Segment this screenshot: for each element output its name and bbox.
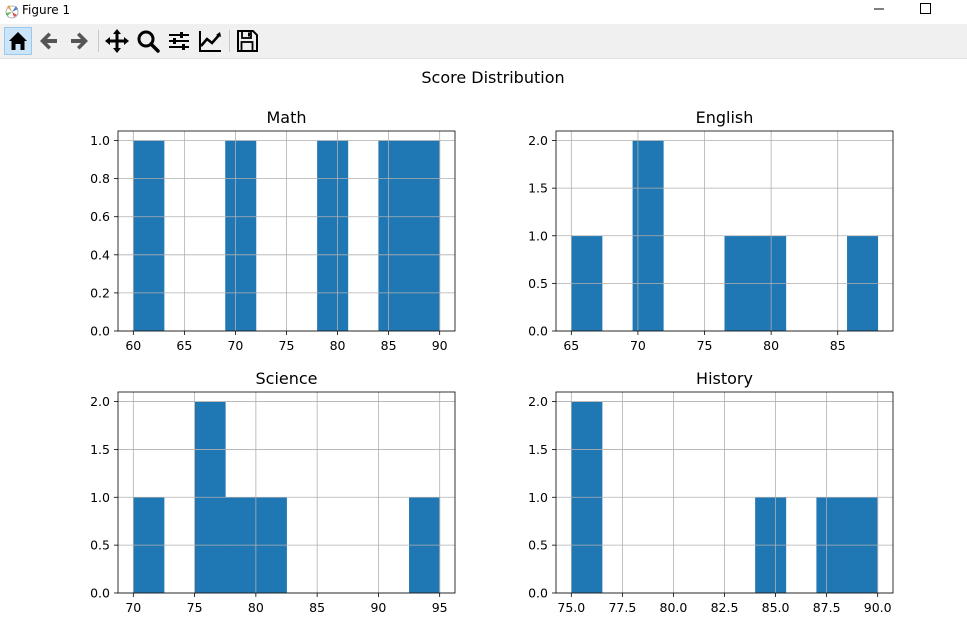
minimize-icon	[874, 8, 884, 10]
history-histogram: 75.0 77.5 80.0 82.5 85.0 87.5 90.0 0.0 0.5 1.0 1.5…	[528, 369, 894, 615]
history-x-tick-label: 80.0	[660, 600, 688, 615]
toolbar-separator	[98, 30, 99, 52]
math-x-tick-label: 75	[279, 338, 295, 353]
math-x-tick-label: 80	[330, 338, 346, 353]
back-button[interactable]	[35, 27, 63, 55]
science-axes-frame	[117, 391, 456, 594]
history-x-tick-label: 77.5	[608, 600, 636, 615]
english-x-tick-label: 80	[763, 338, 779, 353]
history-x-tick-label: 85.0	[762, 600, 790, 615]
history-y-tick-label: 1.0	[528, 490, 548, 505]
english-x-tick-label: 70	[630, 338, 646, 353]
science-histogram: 70 75 80 85 90 95 0.0 0.5 1.0 1.5 2.0 Science	[90, 369, 456, 615]
pan-button[interactable]	[103, 27, 131, 55]
math-bar-8	[378, 140, 410, 331]
home-icon	[9, 32, 27, 50]
science-panel-title: Science	[255, 369, 317, 388]
english-histogram: 65 70 75 80 85 0.0 0.5 1.0 1.5 2.0 English	[528, 108, 894, 353]
english-axes-frame	[555, 130, 894, 332]
math-x-tick-label: 65	[176, 338, 192, 353]
matplotlib-icon	[5, 5, 19, 19]
math-x-tick-label: 90	[432, 338, 448, 353]
back-arrow-icon	[40, 32, 57, 50]
subplots-icon	[169, 32, 189, 50]
science-y-tick-label: 1.0	[90, 490, 110, 505]
math-x-tick-label: 85	[381, 338, 397, 353]
minimize-button[interactable]	[856, 0, 902, 24]
english-panel-title: English	[696, 108, 754, 127]
english-y-tick-label: 2.0	[528, 133, 548, 148]
home-button[interactable]	[4, 27, 32, 55]
math-bar-0	[133, 140, 165, 331]
zoom-button[interactable]	[134, 27, 162, 55]
english-x-tick-label: 85	[830, 338, 846, 353]
math-x-tick-label: 60	[125, 338, 141, 353]
math-y-tick-label: 0.4	[90, 247, 110, 262]
maximize-icon	[920, 3, 931, 14]
math-x-tick-label: 70	[227, 338, 243, 353]
history-panel-title: History	[696, 369, 753, 388]
math-panel-title: Math	[266, 108, 306, 127]
math-y-tick-label: 0.2	[90, 285, 110, 300]
customize-icon	[199, 31, 221, 52]
customize-button[interactable]	[196, 27, 224, 55]
science-y-tick-label: 2.0	[90, 394, 110, 409]
history-y-tick-label: 2.0	[528, 394, 548, 409]
figure-title: Score Distribution	[421, 68, 564, 87]
history-y-tick-label: 0.0	[528, 586, 548, 601]
history-x-tick-label: 82.5	[711, 600, 739, 615]
forward-arrow-icon	[71, 32, 88, 50]
english-y-tick-label: 0.0	[528, 324, 548, 339]
science-x-tick-label: 85	[309, 600, 325, 615]
math-y-tick-label: 0.8	[90, 171, 110, 186]
history-y-tick-label: 0.5	[528, 538, 548, 553]
math-bar-9	[409, 140, 441, 331]
history-x-tick-label: 87.5	[813, 600, 841, 615]
math-y-tick-label: 0.0	[90, 324, 110, 339]
science-y-tick-label: 0.5	[90, 538, 110, 553]
history-x-tick-label: 90.0	[864, 600, 892, 615]
science-y-tick-label: 1.5	[90, 442, 110, 457]
science-x-tick-label: 95	[432, 600, 448, 615]
save-icon	[237, 30, 258, 52]
pan-icon	[105, 29, 129, 53]
english-x-tick-label: 65	[563, 338, 579, 353]
english-x-tick-label: 75	[697, 338, 713, 353]
math-y-tick-label: 1.0	[90, 133, 110, 148]
science-x-tick-label: 80	[248, 600, 264, 615]
history-x-tick-label: 75.0	[557, 600, 585, 615]
maximize-button[interactable]	[902, 0, 948, 24]
math-bar-6	[317, 140, 349, 331]
save-button[interactable]	[233, 27, 261, 55]
subplots-button[interactable]	[165, 27, 193, 55]
english-y-tick-label: 1.5	[528, 181, 548, 196]
math-bar-3	[225, 140, 257, 331]
science-x-tick-label: 70	[125, 600, 141, 615]
history-y-tick-label: 1.5	[528, 442, 548, 457]
science-x-tick-label: 75	[187, 600, 203, 615]
toolbar-separator	[229, 30, 230, 52]
math-y-tick-label: 0.6	[90, 209, 110, 224]
science-x-tick-label: 90	[370, 600, 386, 615]
window-titlebar: Figure 1	[0, 0, 967, 24]
english-y-tick-label: 1.0	[528, 228, 548, 243]
english-y-tick-label: 0.5	[528, 276, 548, 291]
math-histogram: 60 65 70 75 80 85 90 0.0 0.2 0.4 0.6 0.8 1.0 Math	[90, 108, 456, 353]
science-y-tick-label: 0.0	[90, 586, 110, 601]
forward-button[interactable]	[65, 27, 93, 55]
figure-canvas: Score Distribution 60 65 70 75 80 85 90 0.0 0.2 0…	[90, 68, 894, 615]
zoom-icon	[137, 30, 160, 53]
navigation-toolbar	[0, 24, 967, 59]
window-title: Figure 1	[22, 3, 71, 17]
